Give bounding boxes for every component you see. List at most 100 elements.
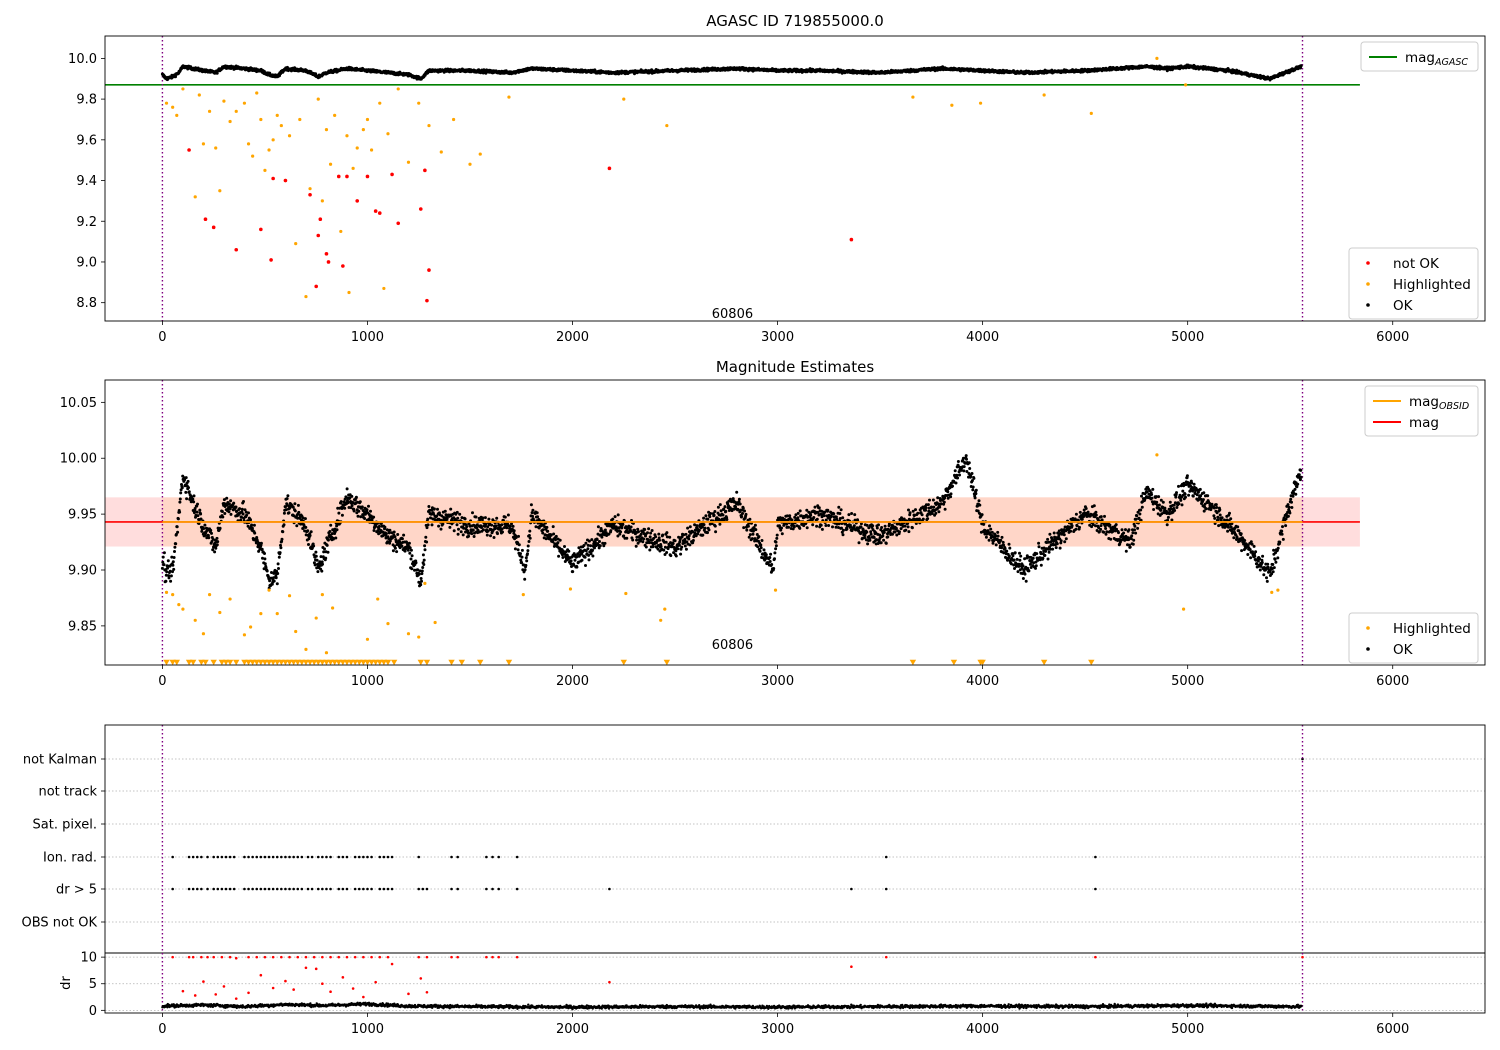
- highlighted-point: [333, 113, 337, 117]
- highlighted-point: [263, 168, 267, 172]
- highlighted-point: [911, 95, 915, 99]
- ok-point: [458, 512, 462, 516]
- ok-point: [644, 545, 648, 549]
- ok-point: [225, 496, 229, 500]
- ok-point: [496, 532, 499, 536]
- ok-point: [350, 494, 354, 498]
- ok-point: [526, 544, 530, 548]
- x-tick-label: 2000: [556, 674, 589, 689]
- ok-point: [474, 515, 478, 519]
- ok-point: [293, 502, 297, 506]
- ok-point: [176, 517, 180, 521]
- ok-point: [647, 527, 651, 531]
- ok-point: [326, 538, 330, 542]
- ok-point: [511, 524, 515, 528]
- highlighted-point: [197, 93, 201, 97]
- ok-point: [184, 476, 188, 480]
- ok-point: [437, 524, 441, 528]
- ok-point: [249, 518, 252, 522]
- highlighted-point: [181, 87, 185, 91]
- ok-point: [526, 549, 530, 553]
- highlighted-point: [324, 128, 329, 132]
- ok-point: [609, 529, 613, 533]
- ok-point: [582, 544, 586, 547]
- ok-point: [358, 500, 362, 504]
- ok-point: [334, 536, 338, 540]
- not-ok-point: [425, 298, 429, 303]
- not-ok-point: [326, 260, 331, 264]
- ok-point: [263, 552, 266, 555]
- ok-point: [400, 537, 404, 541]
- x-tick-label: 0: [158, 330, 166, 345]
- ok-point: [245, 513, 249, 517]
- ok-point: [287, 511, 291, 515]
- highlighted-point: [259, 117, 263, 122]
- highlighted-point: [328, 162, 333, 166]
- ok-point: [229, 499, 233, 503]
- y-tick-label: 10.0: [68, 52, 97, 67]
- highlighted-point: [234, 109, 238, 113]
- ok-point: [242, 500, 245, 503]
- ok-point: [492, 536, 496, 539]
- ok-point: [178, 497, 182, 501]
- ok-point: [421, 553, 425, 557]
- ok-point: [422, 563, 426, 566]
- ok-point: [198, 508, 202, 512]
- highlighted-point: [175, 113, 179, 117]
- ok-point: [489, 534, 492, 538]
- ok-point: [276, 562, 280, 566]
- ok-point: [659, 544, 663, 548]
- ok-point: [541, 528, 545, 532]
- ok-point: [591, 554, 595, 558]
- ok-point: [345, 487, 349, 491]
- legend-dot-swatch: [1366, 261, 1370, 265]
- ok-point: [234, 505, 238, 509]
- ok-point: [281, 530, 285, 534]
- ok-point: [683, 544, 687, 548]
- highlighted-point: [406, 160, 411, 164]
- x-tick-label: 2000: [556, 330, 589, 345]
- ok-point: [307, 543, 310, 546]
- ok-point: [213, 550, 217, 554]
- y-tick-label: 9.6: [76, 133, 97, 148]
- ok-point: [512, 529, 516, 533]
- ok-point: [524, 563, 528, 567]
- ok-point: [665, 531, 669, 535]
- ok-point: [528, 536, 532, 540]
- ok-point: [252, 523, 256, 527]
- ok-point: [459, 530, 463, 534]
- highlighted-point: [386, 132, 390, 136]
- x-tick-label: 4000: [966, 330, 999, 345]
- not-ok-point: [373, 209, 378, 213]
- highlighted-point: [1089, 111, 1093, 115]
- highlighted-point: [275, 113, 279, 117]
- ok-point: [337, 511, 341, 515]
- ok-point: [247, 511, 250, 515]
- ok-point: [556, 541, 560, 545]
- ok-point: [664, 540, 668, 544]
- ok-point: [603, 541, 607, 545]
- ok-point: [668, 535, 672, 539]
- ok-point: [665, 551, 669, 554]
- ok-point: [531, 508, 535, 512]
- ok-point: [172, 556, 176, 559]
- ok-point: [180, 486, 184, 490]
- highlighted-point: [287, 134, 292, 138]
- ok-point: [392, 530, 396, 534]
- ok-point: [621, 522, 625, 526]
- highlighted-point: [279, 123, 283, 128]
- x-tick-label: 5000: [1171, 674, 1204, 689]
- ok-point: [432, 507, 436, 511]
- y-tick-label: 9.8: [76, 93, 97, 108]
- ok-point: [573, 558, 577, 562]
- ok-point: [263, 557, 267, 561]
- ok-point: [598, 540, 601, 543]
- ok-point: [369, 509, 372, 513]
- ok-point: [629, 525, 633, 529]
- ok-point: [340, 513, 344, 517]
- ok-point: [648, 548, 652, 552]
- ok-point: [586, 547, 590, 551]
- ok-point: [654, 535, 658, 539]
- ok-point: [528, 529, 532, 533]
- not-ok-point: [345, 174, 349, 179]
